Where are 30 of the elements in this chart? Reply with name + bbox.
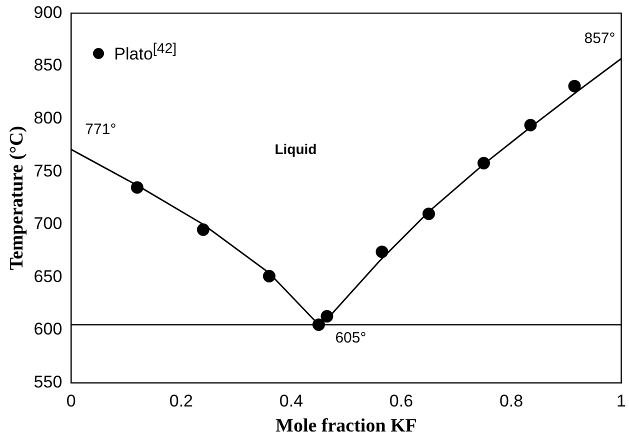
annotation: Liquid (274, 140, 317, 157)
x-axis-title: Mole fraction KF (276, 416, 417, 437)
point (477, 156, 490, 170)
y-tick-label: 900 (34, 2, 62, 22)
point (376, 246, 388, 258)
x-tick-label: 0 (66, 392, 76, 411)
point (524, 118, 537, 132)
x-tick-label: 0.6 (389, 392, 414, 411)
x-tick-label: 0.2 (169, 392, 194, 411)
y-tick-label: 850 (34, 56, 62, 75)
y-tick-label: 550 (34, 372, 62, 392)
ref-line-label: 605° (335, 329, 366, 346)
y-tick-label: 600 (34, 320, 62, 339)
y-tick-label: 800 (34, 108, 62, 128)
legend-label: Plato$^{[42]}$ (114, 41, 177, 65)
annotation: 857° (584, 30, 616, 48)
y-axis-title: Temperature (°C) (6, 126, 28, 270)
point (130, 181, 144, 194)
y-tick-label: 700 (34, 214, 62, 234)
point (262, 270, 276, 282)
point (568, 80, 581, 92)
point (320, 310, 334, 323)
x-tick-label: 0.4 (279, 392, 304, 411)
y-tick-label: 750 (34, 161, 62, 180)
point (196, 223, 210, 236)
y-tick-label: 650 (34, 266, 62, 286)
annotation: 771° (85, 121, 116, 138)
x-tick-label: 1 (616, 392, 626, 411)
x-tick-label: 0.8 (499, 392, 524, 411)
point (422, 208, 435, 220)
